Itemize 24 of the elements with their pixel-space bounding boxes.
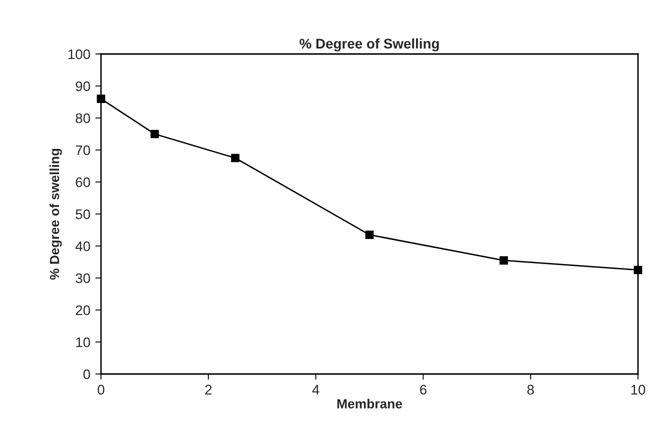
- y-tick-label: 70: [76, 145, 90, 156]
- x-tick-label: 0: [98, 384, 104, 395]
- y-tick-label: 90: [76, 81, 90, 92]
- x-tick-label: 4: [312, 384, 320, 394]
- x-tick-label: 10: [631, 384, 646, 395]
- x-tick-label: 8: [527, 384, 534, 395]
- y-tick-label: 20: [76, 305, 90, 316]
- point: [150, 130, 159, 138]
- y-axis-title: % Degree of swelling: [50, 148, 62, 280]
- y-tick-label: 0: [83, 369, 90, 380]
- y-tick-label: 40: [75, 241, 90, 252]
- x-tick-label: 6: [420, 384, 426, 395]
- y-tick-label: 80: [76, 113, 90, 124]
- x-tick-label: 2: [205, 384, 212, 394]
- x-axis-title: Membrane: [337, 398, 402, 408]
- point: [231, 154, 240, 162]
- chart-title: % Degree of Swelling: [300, 38, 439, 52]
- y-tick-label: 60: [76, 177, 90, 188]
- point: [365, 230, 374, 239]
- point: [500, 256, 508, 265]
- y-tick-label: 30: [76, 273, 90, 284]
- y-tick-label: 100: [68, 49, 90, 60]
- y-tick-label: 10: [76, 337, 90, 348]
- y-tick-label: 50: [76, 209, 90, 220]
